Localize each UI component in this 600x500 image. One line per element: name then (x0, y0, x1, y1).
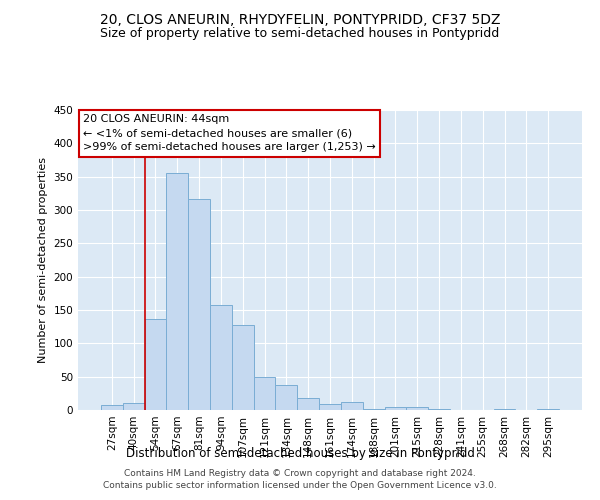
Bar (385, 408, 406, 410)
Bar (254, 376, 275, 410)
Bar (406, 406, 428, 410)
Bar (319, 404, 341, 410)
Bar (341, 402, 363, 410)
Text: Size of property relative to semi-detached houses in Pontypridd: Size of property relative to semi-detach… (100, 28, 500, 40)
Bar (123, 404, 145, 410)
Text: 20, CLOS ANEURIN, RHYDYFELIN, PONTYPRIDD, CF37 5DZ: 20, CLOS ANEURIN, RHYDYFELIN, PONTYPRIDD… (100, 12, 500, 26)
Bar (166, 174, 188, 410)
Bar (232, 326, 254, 410)
Bar (494, 408, 515, 410)
Y-axis label: Number of semi-detached properties: Number of semi-detached properties (38, 157, 48, 363)
Bar (145, 318, 166, 410)
Bar (275, 386, 297, 410)
Text: 20 CLOS ANEURIN: 44sqm
← <1% of semi-detached houses are smaller (6)
>99% of sem: 20 CLOS ANEURIN: 44sqm ← <1% of semi-det… (83, 114, 376, 152)
Bar (101, 406, 123, 410)
Text: Distribution of semi-detached houses by size in Pontypridd: Distribution of semi-detached houses by … (125, 448, 475, 460)
Bar (210, 306, 232, 410)
Text: Contains public sector information licensed under the Open Government Licence v3: Contains public sector information licen… (103, 481, 497, 490)
Bar (188, 200, 210, 410)
Text: Contains HM Land Registry data © Crown copyright and database right 2024.: Contains HM Land Registry data © Crown c… (124, 468, 476, 477)
Bar (537, 408, 559, 410)
Bar (297, 398, 319, 410)
